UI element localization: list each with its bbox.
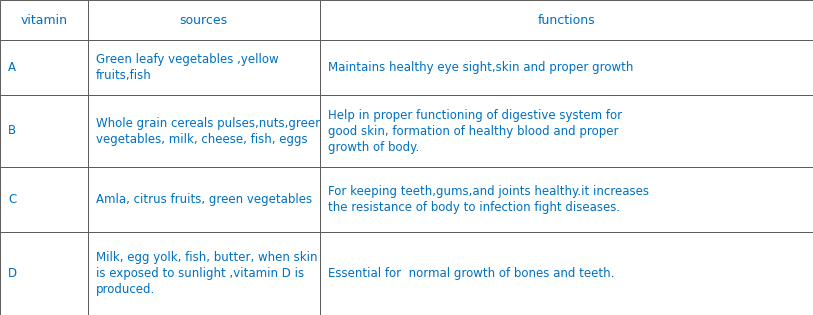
Bar (320, 95, 813, 167)
Bar (0, 40, 88, 95)
Bar (88, 95, 320, 167)
Text: Help in proper functioning of digestive system for
good skin, formation of healt: Help in proper functioning of digestive … (328, 108, 622, 153)
Text: vitamin: vitamin (20, 14, 67, 26)
Bar (0, 167, 88, 232)
Bar (0, 232, 88, 315)
Text: Green leafy vegetables ,yellow
fruits,fish: Green leafy vegetables ,yellow fruits,fi… (96, 53, 278, 82)
Bar (88, 40, 320, 95)
Bar (88, 232, 320, 315)
Text: Milk, egg yolk, fish, butter, when skin
is exposed to sunlight ,vitamin D is
pro: Milk, egg yolk, fish, butter, when skin … (96, 251, 317, 296)
Text: Whole grain cereals pulses,nuts,green
vegetables, milk, cheese, fish, eggs: Whole grain cereals pulses,nuts,green ve… (96, 117, 323, 146)
Text: Essential for  normal growth of bones and teeth.: Essential for normal growth of bones and… (328, 267, 614, 280)
Text: D: D (8, 267, 17, 280)
Text: functions: functions (537, 14, 595, 26)
Text: B: B (8, 124, 16, 138)
Bar (0, 95, 88, 167)
Text: Maintains healthy eye sight,skin and proper growth: Maintains healthy eye sight,skin and pro… (328, 61, 633, 74)
Text: For keeping teeth,gums,and joints healthy.it increases
the resistance of body to: For keeping teeth,gums,and joints health… (328, 185, 649, 214)
Text: Amla, citrus fruits, green vegetables: Amla, citrus fruits, green vegetables (96, 193, 312, 206)
Bar (88, 167, 320, 232)
Bar (320, 232, 813, 315)
Bar (88, 0, 320, 40)
Bar (320, 40, 813, 95)
Bar (320, 0, 813, 40)
Bar (0, 0, 88, 40)
Text: C: C (8, 193, 16, 206)
Text: A: A (8, 61, 16, 74)
Text: sources: sources (180, 14, 228, 26)
Bar (320, 167, 813, 232)
